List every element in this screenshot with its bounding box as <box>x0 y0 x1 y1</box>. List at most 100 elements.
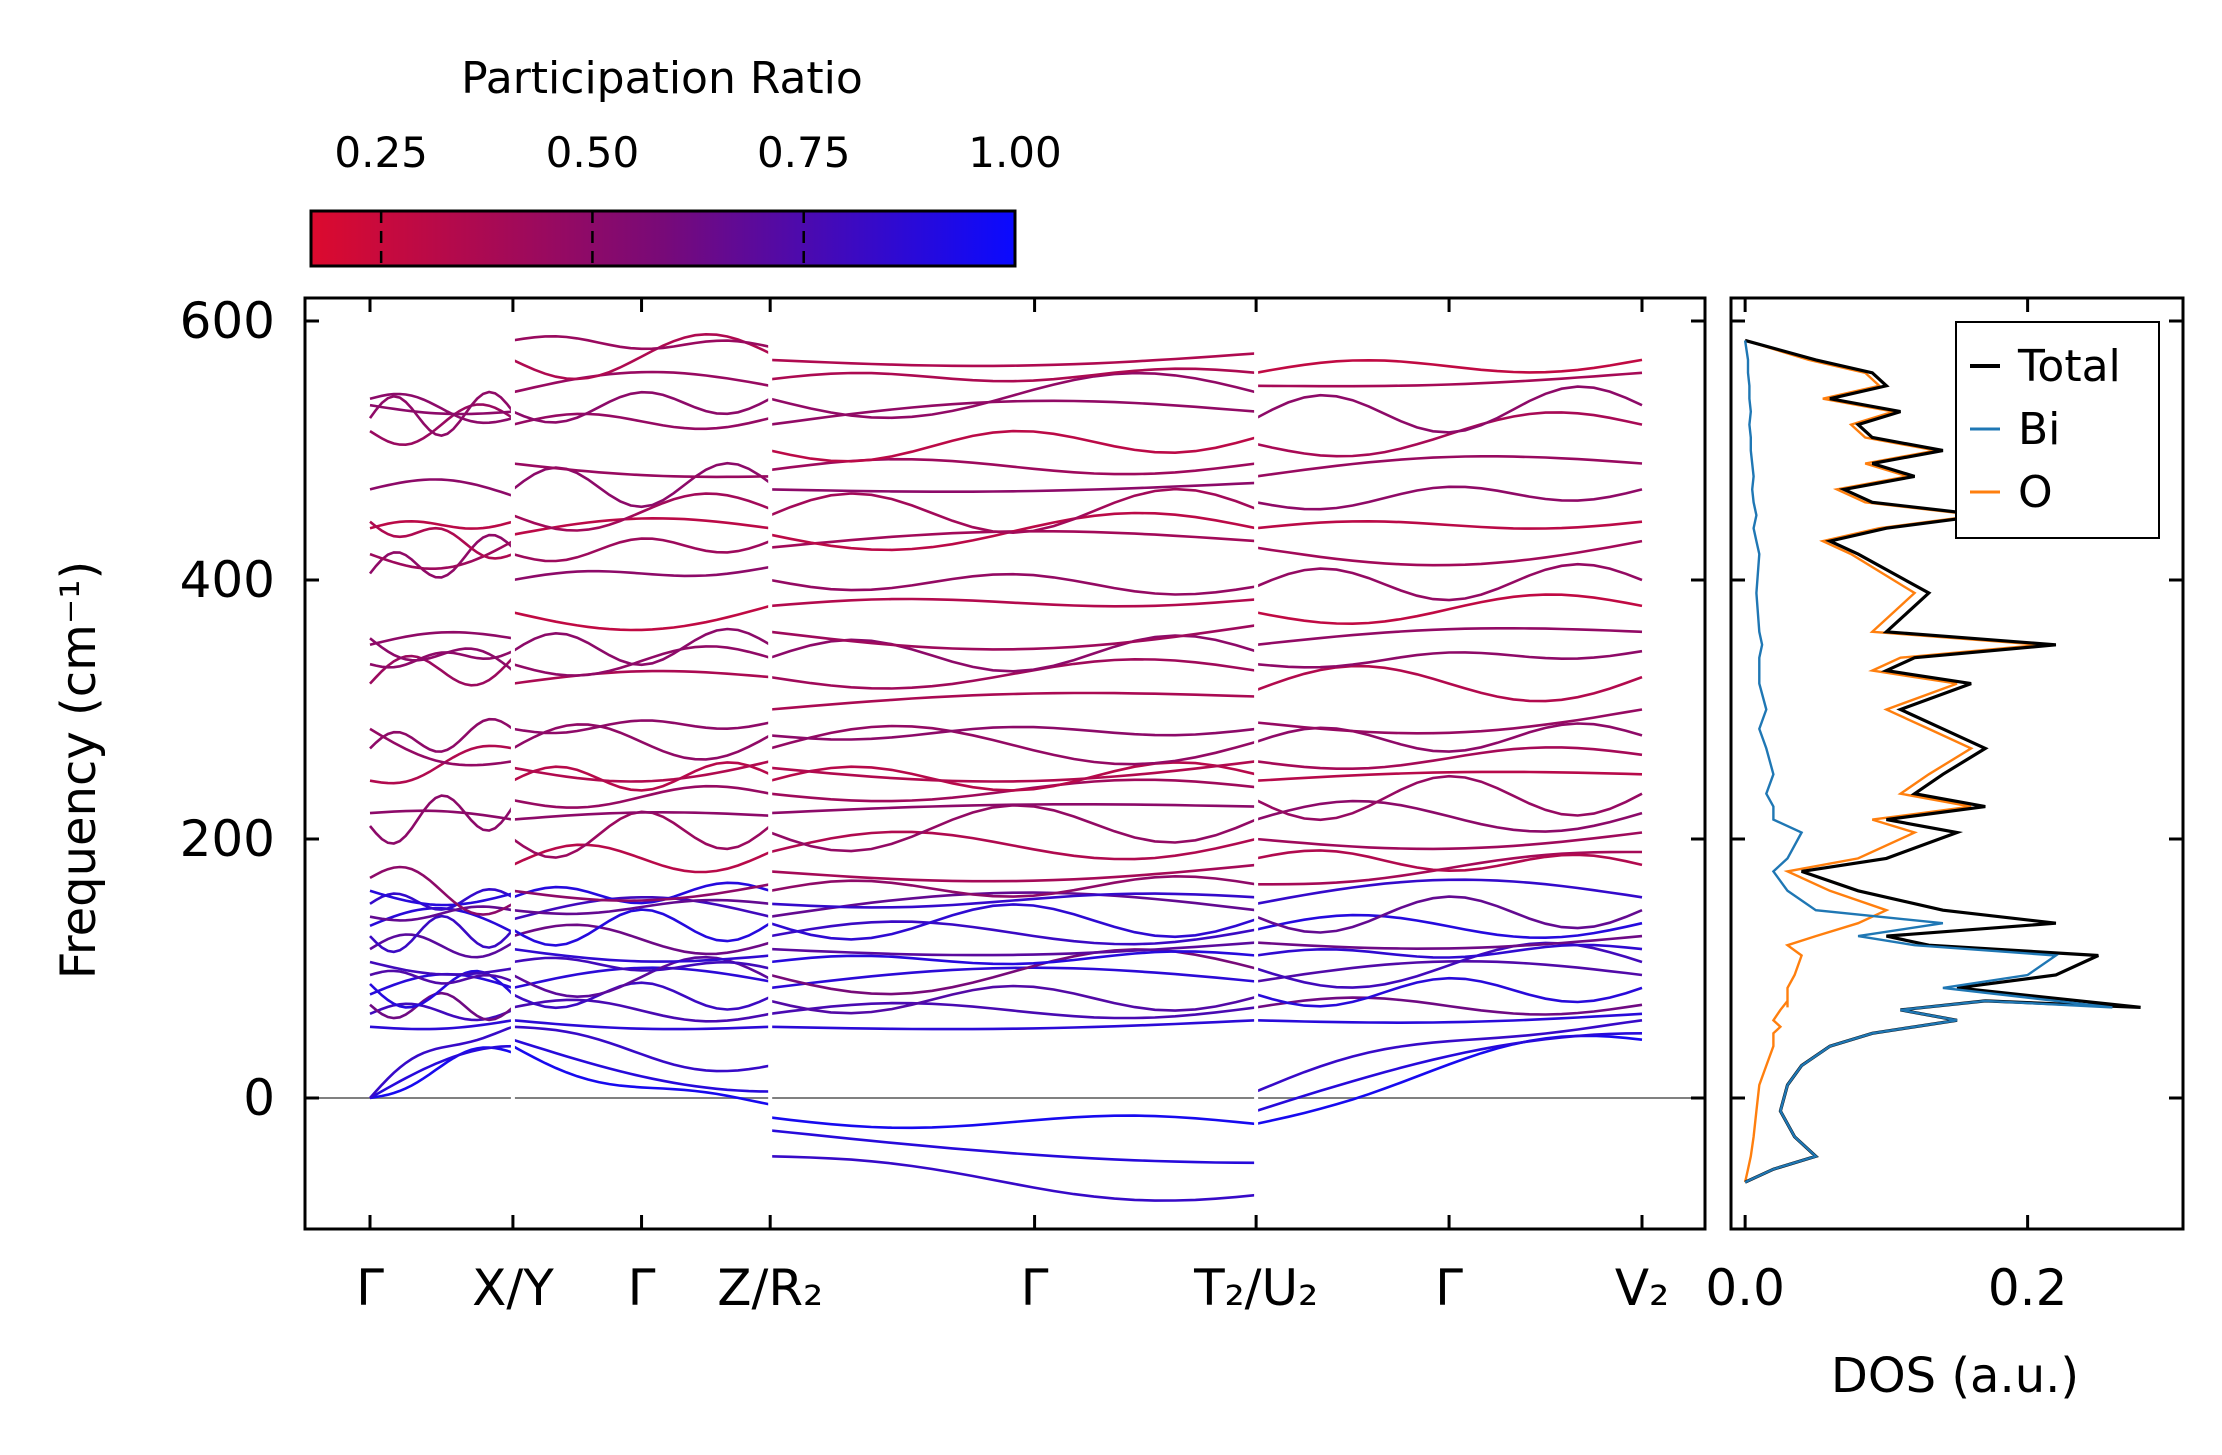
band-line <box>1255 411 1643 458</box>
band-line <box>770 1019 1257 1031</box>
band-line <box>1256 371 1643 388</box>
band-line <box>369 520 514 560</box>
acoustic-band-line <box>369 1044 513 1100</box>
band-line <box>369 403 514 416</box>
acoustic-band-line <box>512 1038 771 1093</box>
band-line <box>1255 959 1643 983</box>
legend-label: Total <box>2017 341 2121 392</box>
band-line <box>1255 385 1643 434</box>
band-line <box>512 723 771 761</box>
band-line <box>1255 774 1643 822</box>
band-line <box>769 429 1257 463</box>
band-lines <box>305 298 1705 1229</box>
band-line <box>369 865 514 916</box>
band-line <box>512 981 771 1011</box>
band-line <box>512 516 771 536</box>
band-line <box>770 597 1257 608</box>
colorbar <box>309 209 1017 268</box>
colorbar-tick-label: 0.75 <box>757 128 851 177</box>
high-symmetry-label: Γ <box>1435 1259 1463 1317</box>
band-line <box>369 794 514 845</box>
acoustic-band-line <box>369 1025 514 1099</box>
band-line <box>769 920 1257 946</box>
y-tick-label: 0 <box>243 1069 275 1127</box>
x-axis-label-dos: DOS (a.u.) <box>1831 1348 2079 1404</box>
y-tick-label: 400 <box>180 551 275 609</box>
band-line <box>369 727 514 767</box>
band-line <box>1255 627 1643 647</box>
band-line <box>770 657 1257 690</box>
acoustic-band-line <box>770 1155 1257 1202</box>
band-line <box>369 969 514 985</box>
band-line <box>512 462 771 479</box>
band-line <box>1255 943 1643 959</box>
band-line <box>512 811 771 821</box>
band-line <box>512 898 771 916</box>
band-line <box>369 1019 514 1031</box>
band-line <box>512 669 771 685</box>
band-line <box>512 719 771 735</box>
band-line <box>369 914 514 954</box>
band-line <box>1255 708 1643 735</box>
dos-x-tick-label: 0.0 <box>1705 1259 1785 1317</box>
band-plot-frame <box>303 296 1707 1231</box>
band-line <box>512 627 771 667</box>
y-tick-label: 600 <box>180 292 275 350</box>
band-line <box>1255 799 1643 833</box>
band-line <box>512 1019 771 1031</box>
band-line <box>512 412 771 431</box>
band-line <box>769 761 1257 792</box>
band-line <box>369 519 514 530</box>
band-line <box>512 947 771 963</box>
band-line <box>769 487 1257 535</box>
band-line <box>369 960 514 976</box>
band-line <box>769 874 1257 898</box>
band-line <box>770 891 1257 918</box>
high-symmetry-label: X/Y <box>472 1259 554 1317</box>
band-line <box>512 896 771 921</box>
band-line <box>369 889 514 907</box>
band-line <box>1255 831 1643 851</box>
band-line <box>368 533 514 579</box>
legend-label: O <box>2018 467 2053 518</box>
colorbar-title: Participation Ratio <box>461 53 863 104</box>
band-line <box>1255 455 1643 478</box>
band-line <box>769 984 1257 1015</box>
band-line <box>369 1002 514 1022</box>
band-line <box>770 367 1257 383</box>
band-line <box>1255 913 1643 940</box>
dos-plot-frame <box>1729 296 2185 1231</box>
band-line <box>369 630 514 647</box>
band-line <box>1255 649 1643 669</box>
band-line <box>1256 1012 1643 1025</box>
band-line <box>512 492 771 532</box>
band-line <box>770 966 1257 990</box>
band-line <box>512 908 771 947</box>
band-line <box>512 966 771 990</box>
acoustic-band-line <box>1255 1019 1643 1093</box>
y-axis-label: Frequency (cm⁻¹) <box>51 561 107 979</box>
band-line <box>369 809 514 821</box>
colorbar-tick-label: 0.25 <box>334 128 428 177</box>
band-line <box>369 744 514 785</box>
colorbar-tick-label: 1.00 <box>968 128 1062 177</box>
dos-axes: 0.0 0.2 <box>1705 298 2183 1317</box>
high-symmetry-label: Γ <box>1021 1259 1049 1317</box>
segment-break <box>510 298 515 1229</box>
colorbar-ticks <box>379 211 805 266</box>
band-line <box>1255 562 1643 602</box>
band-line <box>1255 664 1643 703</box>
band-line <box>512 843 771 874</box>
band-line <box>770 725 1257 741</box>
high-symmetry-label: Γ <box>356 1259 384 1317</box>
band-line <box>1255 485 1643 511</box>
segment-break <box>768 298 773 1229</box>
band-line <box>1255 539 1643 567</box>
band-line <box>1255 878 1643 906</box>
band-line <box>369 403 514 447</box>
band-line <box>512 761 771 792</box>
band-line <box>769 572 1257 596</box>
high-symmetry-label: Z/R₂ <box>717 1259 823 1317</box>
band-line <box>770 352 1257 368</box>
